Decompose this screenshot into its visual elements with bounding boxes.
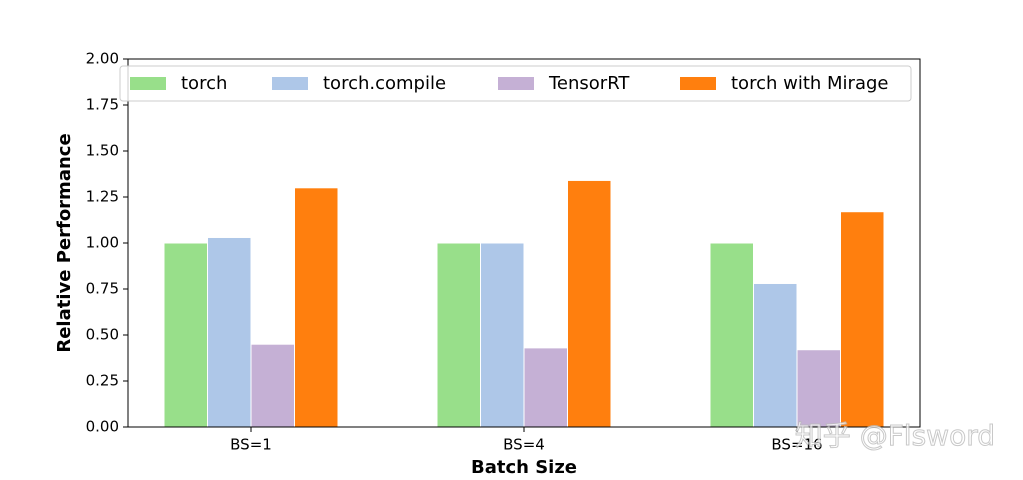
y-axis-label: Relative Performance xyxy=(54,133,75,352)
x-tick-label: BS=16 xyxy=(771,436,822,454)
y-tick-label: 0.75 xyxy=(86,280,119,298)
y-tick-label: 0.50 xyxy=(86,326,119,344)
bar xyxy=(796,349,841,428)
y-tick-label: 0.25 xyxy=(86,372,119,390)
legend-label: torch.compile xyxy=(323,73,446,94)
bar xyxy=(480,242,525,428)
plot-frame xyxy=(127,58,921,428)
x-axis-label: Batch Size xyxy=(471,457,577,478)
legend-label: torch xyxy=(181,73,227,94)
bar xyxy=(294,187,339,428)
y-tick-label: 1.25 xyxy=(86,188,119,206)
bar xyxy=(250,343,295,428)
y-tick-label: 0.00 xyxy=(86,418,119,436)
y-tick-label: 1.75 xyxy=(86,96,119,114)
x-tick-label: BS=4 xyxy=(503,436,545,454)
legend-swatch xyxy=(272,77,308,90)
bar xyxy=(436,242,481,428)
legend-swatch xyxy=(498,77,534,90)
x-tick-label: BS=1 xyxy=(230,436,272,454)
y-tick-label: 1.00 xyxy=(86,234,119,252)
bar xyxy=(207,236,252,428)
legend-swatch xyxy=(130,77,166,90)
y-tick-label: 1.50 xyxy=(86,142,119,160)
bar xyxy=(753,282,798,428)
bar xyxy=(840,211,885,428)
bar xyxy=(709,242,754,428)
bar xyxy=(567,179,612,428)
watermark: 知乎 @Flsword xyxy=(795,419,995,452)
bar xyxy=(523,347,568,428)
legend-label: TensorRT xyxy=(548,73,630,94)
legend-swatch xyxy=(680,77,716,90)
legend-label: torch with Mirage xyxy=(731,73,888,94)
y-tick-label: 2.00 xyxy=(86,50,119,68)
bar xyxy=(163,242,208,428)
